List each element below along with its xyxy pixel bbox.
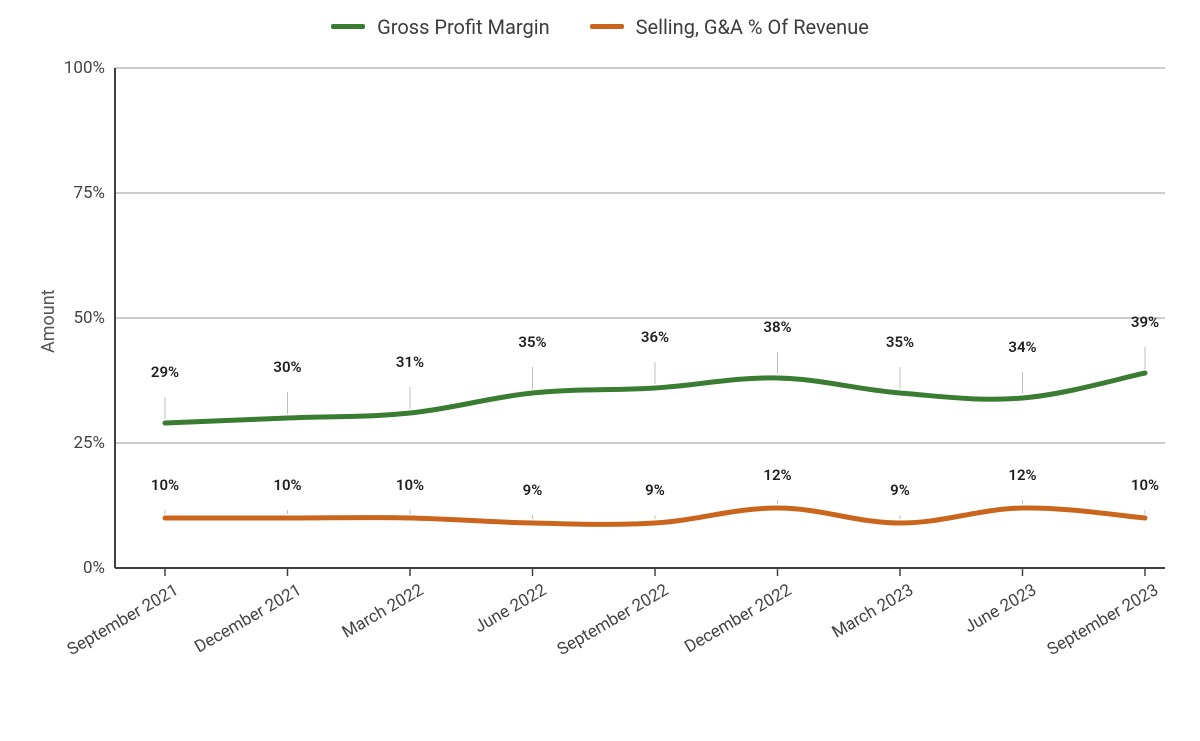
legend-label-0: Gross Profit Margin <box>377 15 549 39</box>
legend-swatch-1 <box>590 24 624 29</box>
data-label: 9% <box>645 481 665 501</box>
legend-item-1: Selling, G&A % Of Revenue <box>590 15 869 39</box>
legend: Gross Profit Margin Selling, G&A % Of Re… <box>0 14 1200 39</box>
y-tick-label: 0% <box>83 558 115 578</box>
data-label: 10% <box>396 476 424 496</box>
y-tick-label: 25% <box>73 433 115 453</box>
x-tick-label: December 2021 <box>184 568 305 657</box>
y-axis-title: Amount <box>38 289 59 353</box>
data-label: 12% <box>1008 466 1036 486</box>
data-label: 35% <box>886 333 914 353</box>
line-chart: Gross Profit Margin Selling, G&A % Of Re… <box>0 0 1200 741</box>
data-label: 39% <box>1131 313 1159 333</box>
x-tick-label: June 2022 <box>464 568 550 637</box>
data-label: 9% <box>890 481 910 501</box>
data-label: 30% <box>273 358 301 378</box>
data-label: 34% <box>1008 338 1036 358</box>
data-label: 10% <box>151 476 179 496</box>
data-label: 36% <box>641 328 669 348</box>
data-label: 31% <box>396 353 424 373</box>
y-tick-label: 75% <box>73 183 115 203</box>
legend-item-0: Gross Profit Margin <box>331 15 549 39</box>
data-label: 12% <box>763 466 791 486</box>
x-tick-label: September 2023 <box>1037 568 1162 660</box>
legend-label-1: Selling, G&A % Of Revenue <box>636 15 869 39</box>
data-label: 35% <box>518 333 546 353</box>
data-label: 38% <box>763 318 791 338</box>
y-tick-label: 100% <box>64 58 115 78</box>
x-tick-label: September 2021 <box>57 568 182 660</box>
x-tick-label: December 2022 <box>674 568 795 657</box>
plot-area: 0%25%50%75%100%September 2021December 20… <box>115 68 1165 568</box>
data-label: 9% <box>523 481 543 501</box>
data-label: 10% <box>273 476 301 496</box>
x-tick-label: March 2022 <box>332 568 427 643</box>
legend-swatch-0 <box>331 24 365 29</box>
data-label: 29% <box>151 363 179 383</box>
x-tick-label: June 2023 <box>954 568 1040 637</box>
x-tick-label: March 2023 <box>822 568 917 643</box>
x-tick-label: September 2022 <box>547 568 672 660</box>
data-label: 10% <box>1131 476 1159 496</box>
y-tick-label: 50% <box>73 308 115 328</box>
